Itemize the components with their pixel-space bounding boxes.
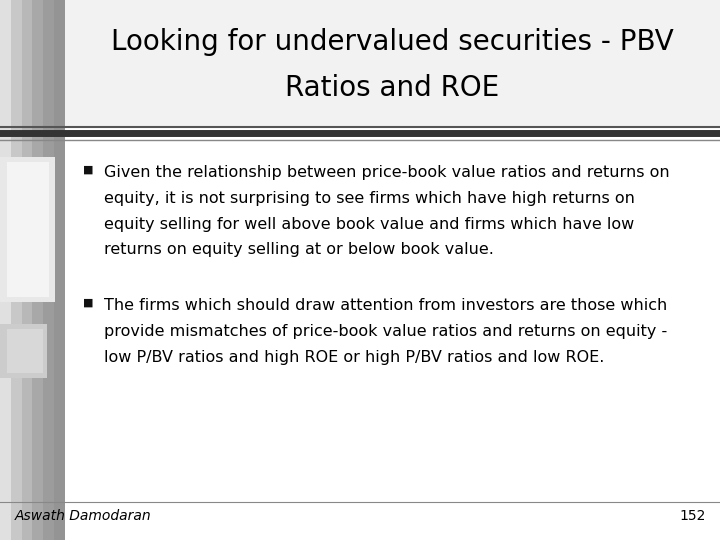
Text: Given the relationship between price-book value ratios and returns on: Given the relationship between price-boo…	[104, 165, 670, 180]
Bar	[11, 0, 22, 540]
Bar	[43, 0, 54, 540]
Bar	[7, 162, 49, 297]
Text: ■: ■	[83, 165, 94, 175]
Text: Aswath Damodaran: Aswath Damodaran	[14, 509, 151, 523]
Bar	[32, 0, 43, 540]
Text: equity selling for well above book value and firms which have low: equity selling for well above book value…	[104, 217, 634, 232]
Bar	[0, 324, 47, 378]
Text: ■: ■	[83, 298, 94, 308]
Bar	[0, 0, 720, 127]
Bar	[54, 0, 65, 540]
Text: equity, it is not surprising to see firms which have high returns on: equity, it is not surprising to see firm…	[104, 191, 635, 206]
Text: returns on equity selling at or below book value.: returns on equity selling at or below bo…	[104, 242, 494, 258]
Text: provide mismatches of price-book value ratios and returns on equity -: provide mismatches of price-book value r…	[104, 324, 667, 339]
Bar	[0, 0, 11, 540]
Text: Ratios and ROE: Ratios and ROE	[285, 74, 500, 102]
Text: 152: 152	[679, 509, 706, 523]
Text: Looking for undervalued securities - PBV: Looking for undervalued securities - PBV	[111, 28, 674, 56]
Text: The firms which should draw attention from investors are those which: The firms which should draw attention fr…	[104, 298, 667, 313]
Bar	[22, 0, 32, 540]
Bar	[7, 329, 43, 373]
Text: low P/BV ratios and high ROE or high P/BV ratios and low ROE.: low P/BV ratios and high ROE or high P/B…	[104, 350, 605, 365]
Bar	[0, 157, 55, 302]
